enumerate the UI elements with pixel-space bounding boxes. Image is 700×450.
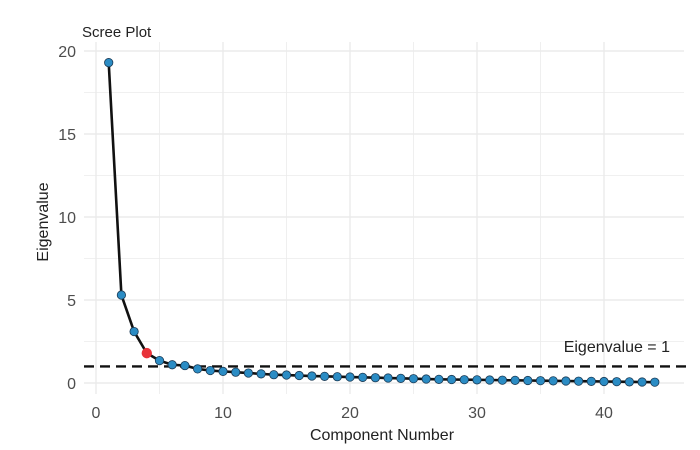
data-point [218,366,228,376]
data-point [612,377,622,387]
data-point [650,377,660,387]
y-tick-label: 5 [67,293,76,310]
x-tick-label: 10 [214,405,232,422]
data-point [116,290,127,300]
data-point [129,326,139,337]
data-point [548,376,558,386]
data-point [434,374,444,384]
data-point [535,376,546,386]
data-point [485,375,495,385]
data-point [624,377,635,387]
x-tick-label: 30 [468,405,486,422]
data-point [396,373,406,383]
data-point [599,376,609,387]
highlighted-data-point [141,347,153,359]
tick-labels: 0 10 20 30 40 0 5 10 15 20 [58,44,613,422]
data-point [573,376,584,386]
x-tick-label: 20 [341,405,359,422]
data-point [294,370,304,381]
data-point [370,373,380,383]
data-point [523,375,533,386]
data-point [154,355,165,366]
y-tick-label: 10 [58,210,76,227]
x-tick-label: 40 [595,405,613,422]
chart-title: Scree Plot [82,24,152,41]
y-axis-label: Eigenvalue [35,182,52,261]
data-point [231,367,241,377]
reference-line-label: Eigenvalue = 1 [564,339,670,356]
data-point [104,58,114,68]
series-line [107,61,657,384]
series-line-group [107,61,657,384]
data-point [446,374,457,385]
data-point [586,376,596,386]
data-point [332,372,342,382]
data-point [319,371,330,381]
data-point [358,372,368,382]
y-tick-label: 15 [58,127,76,144]
data-point [459,375,469,385]
x-axis-label: Component Number [310,427,455,444]
grid-lines [84,42,684,394]
data-point [472,375,482,385]
data-point [307,371,317,381]
data-point [510,375,520,385]
data-point [193,364,203,374]
data-point [421,374,431,384]
data-point [167,360,177,370]
x-tick-label: 0 [92,405,101,422]
data-point [243,368,253,378]
data-points [104,58,660,387]
data-point [205,365,215,376]
data-point [383,373,393,383]
data-point [345,372,355,382]
data-point [637,377,647,387]
data-point [256,369,266,379]
data-point [269,370,279,380]
data-point [497,375,507,385]
data-point [408,374,419,384]
data-point [180,360,190,371]
data-point [561,376,571,386]
data-point [281,370,292,380]
y-tick-label: 0 [67,376,76,393]
y-tick-label: 20 [58,44,76,61]
